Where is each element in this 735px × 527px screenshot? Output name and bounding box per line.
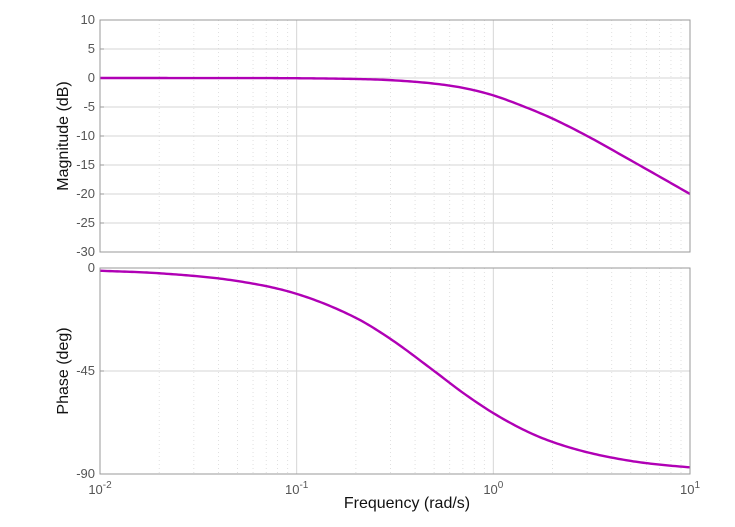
magnitude-y-tick-label: -30 xyxy=(76,244,95,259)
magnitude-y-tick-label: -5 xyxy=(83,99,95,114)
x-tick-label: 100 xyxy=(483,480,503,497)
magnitude-y-tick-label: 5 xyxy=(88,41,95,56)
magnitude-panel: 10 5 0 -5 -10 -15 -20 -25 -30 Magnitude (dB) xyxy=(55,12,691,259)
x-ticks: 10-2 10-1 100 101 xyxy=(88,480,700,497)
magnitude-y-tick-label: -15 xyxy=(76,157,95,172)
x-tick-label: 10-2 xyxy=(88,480,112,497)
phase-panel: 0 -45 -90 Phase (deg) xyxy=(55,260,691,481)
magnitude-y-tick-label: 0 xyxy=(88,70,95,85)
x-tick-label: 10-1 xyxy=(285,480,309,497)
magnitude-grid xyxy=(99,19,691,253)
phase-ylabel: Phase (deg) xyxy=(55,327,72,414)
phase-y-tick-label: -90 xyxy=(76,466,95,481)
phase-frame xyxy=(99,267,691,475)
magnitude-line xyxy=(100,76,691,196)
magnitude-y-tick-label: -10 xyxy=(76,128,95,143)
x-tick-label: 101 xyxy=(680,480,700,497)
phase-line xyxy=(99,269,691,469)
frequency-xlabel: Frequency (rad/s) xyxy=(344,495,470,512)
magnitude-frame xyxy=(99,19,691,253)
phase-y-tick-label: -45 xyxy=(76,363,95,378)
phase-grid xyxy=(99,267,691,475)
magnitude-y-tick-label: -25 xyxy=(76,215,95,230)
magnitude-y-tick-label: 10 xyxy=(81,12,95,27)
magnitude-ylabel: Magnitude (dB) xyxy=(55,81,72,190)
magnitude-y-ticks: 10 5 0 -5 -10 -15 -20 -25 -30 xyxy=(76,12,104,259)
magnitude-y-tick-label: -20 xyxy=(76,186,95,201)
phase-y-tick-label: 0 xyxy=(88,260,95,275)
